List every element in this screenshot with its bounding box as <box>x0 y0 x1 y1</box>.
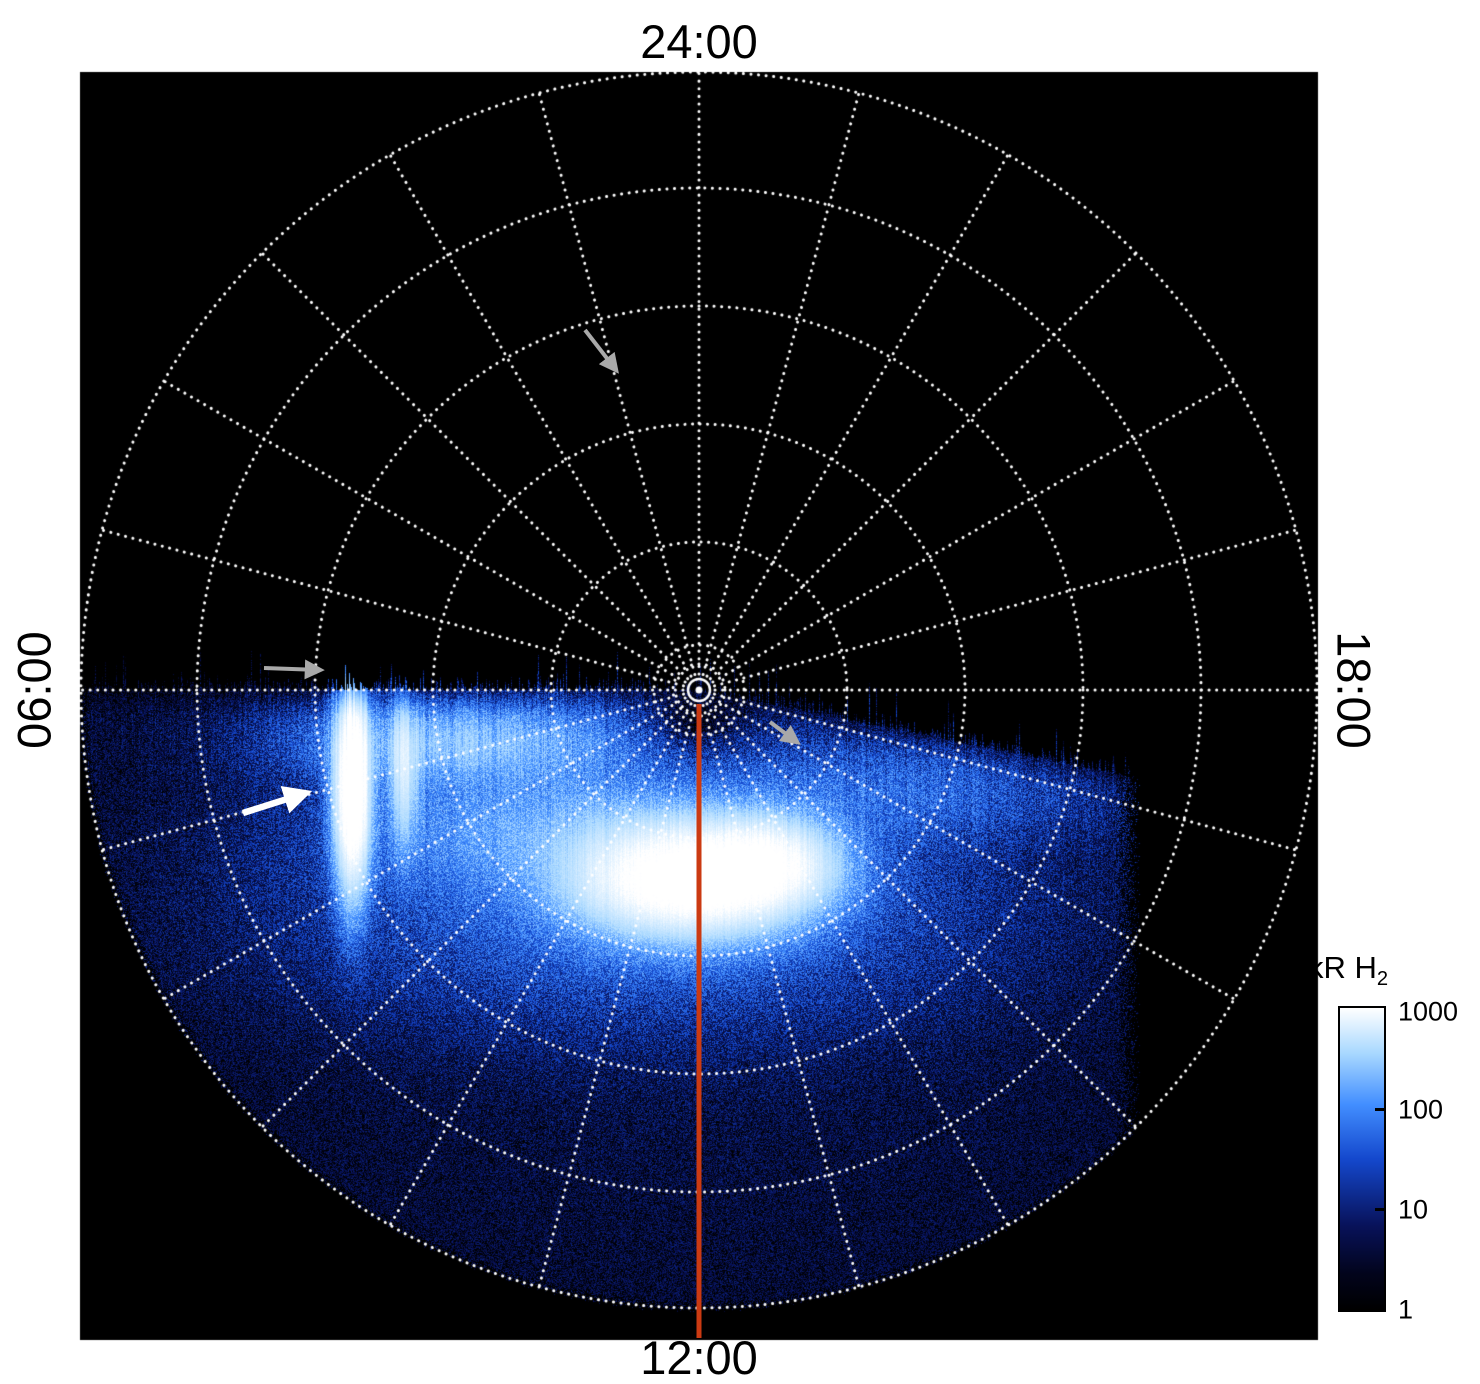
white-arrow-dawn-arc <box>242 786 313 817</box>
time-label-2400: 24:00 <box>640 15 758 68</box>
gray-arrow-middle <box>768 720 801 745</box>
colorbar-tick-mark <box>1375 1208 1384 1212</box>
colorbar-tick-1: 1 <box>1398 1294 1414 1325</box>
colorbar-tick-100: 100 <box>1398 1094 1444 1125</box>
gray-arrow-top <box>583 328 619 374</box>
colorbar-title: kR H2 <box>1308 952 1388 989</box>
colorbar-tick-mark <box>1375 1107 1384 1111</box>
colorbar-gradient <box>1338 1006 1386 1312</box>
time-label-1800: 18:00 <box>1327 631 1381 749</box>
time-label-1200: 12:00 <box>640 1331 758 1384</box>
time-label-0600: 06:00 <box>7 631 61 749</box>
colorbar-unit-subscript: 2 <box>1376 968 1389 991</box>
colorbar-unit: kR H <box>1308 950 1377 985</box>
colorbar-tick-1000: 1000 <box>1398 996 1459 1027</box>
colorbar-tick-10: 10 <box>1398 1194 1429 1225</box>
gray-arrow-left <box>263 659 325 680</box>
